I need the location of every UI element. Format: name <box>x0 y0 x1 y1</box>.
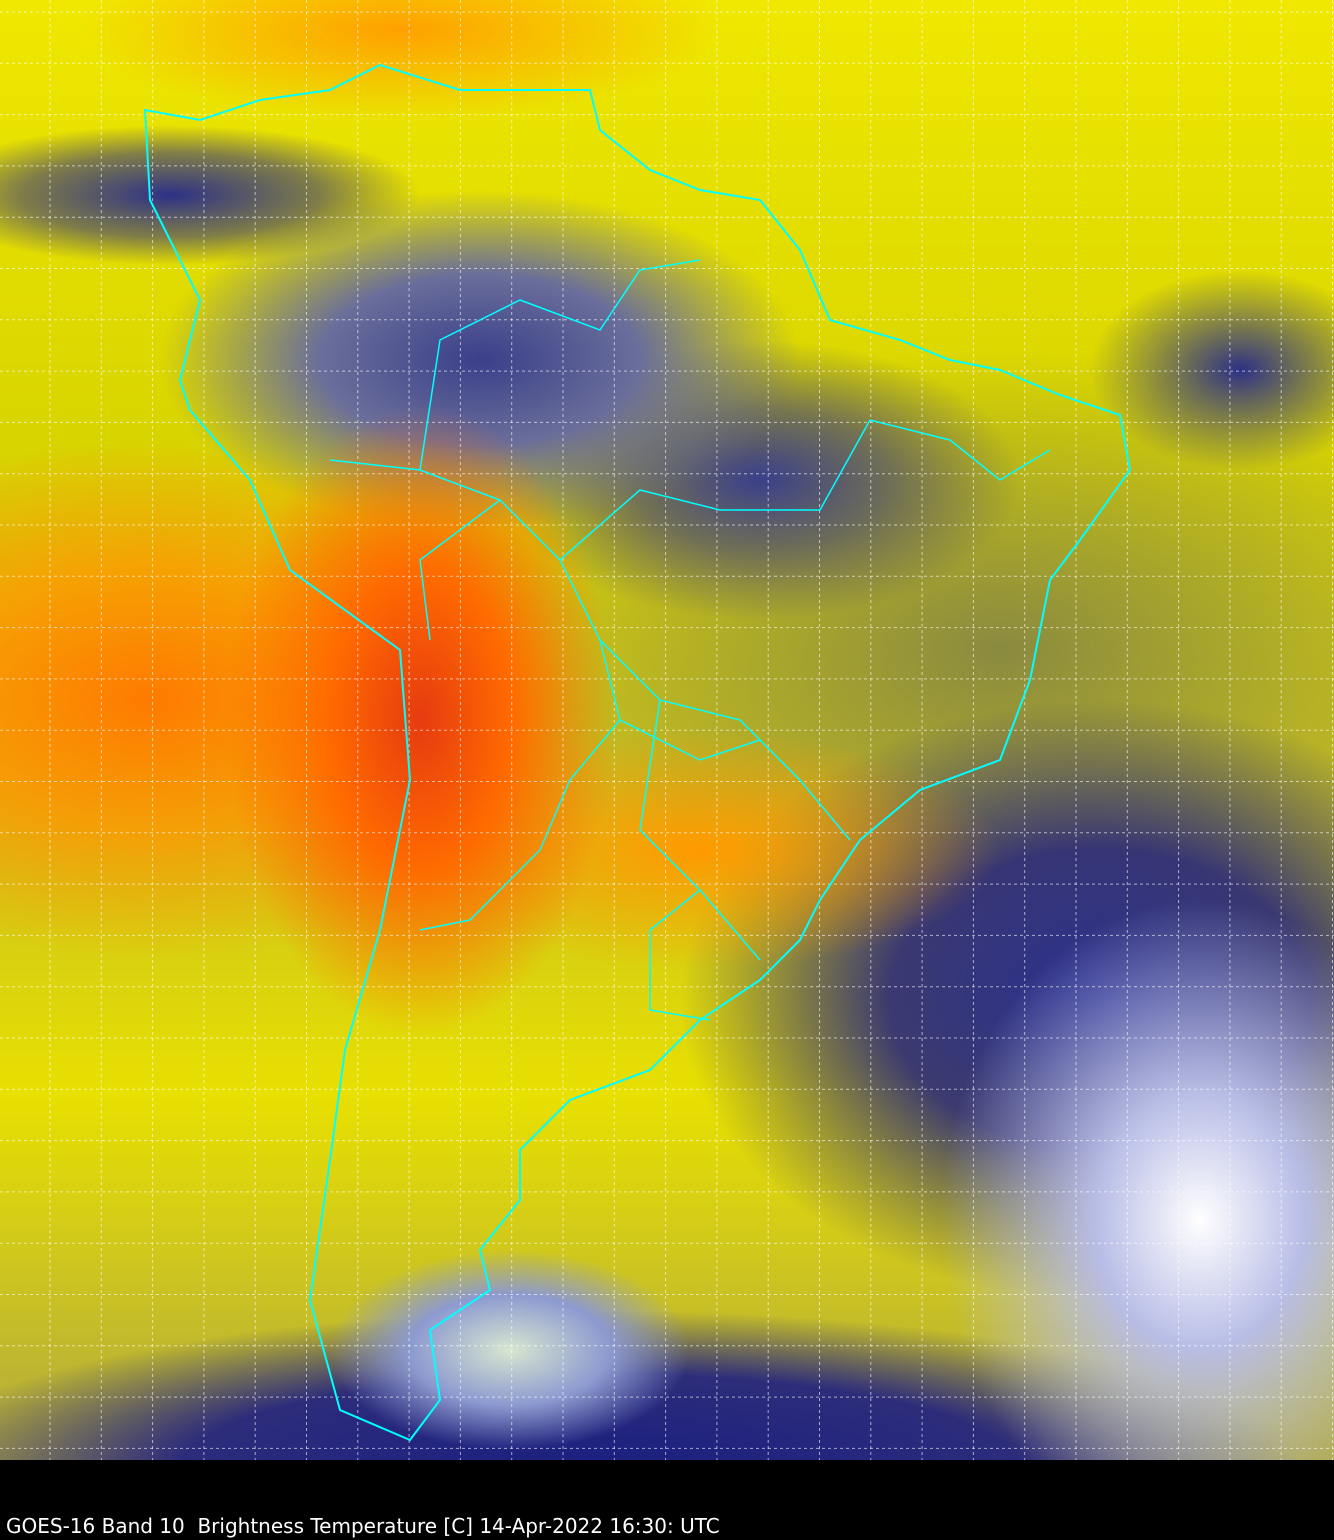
lat-lon-grid <box>0 0 1334 1460</box>
south-america-coastline <box>143 63 1132 1442</box>
image-caption: GOES-16 Band 10 Brightness Temperature [… <box>6 1514 720 1538</box>
map-overlay <box>0 0 1334 1460</box>
country-borders <box>329 259 1051 1021</box>
